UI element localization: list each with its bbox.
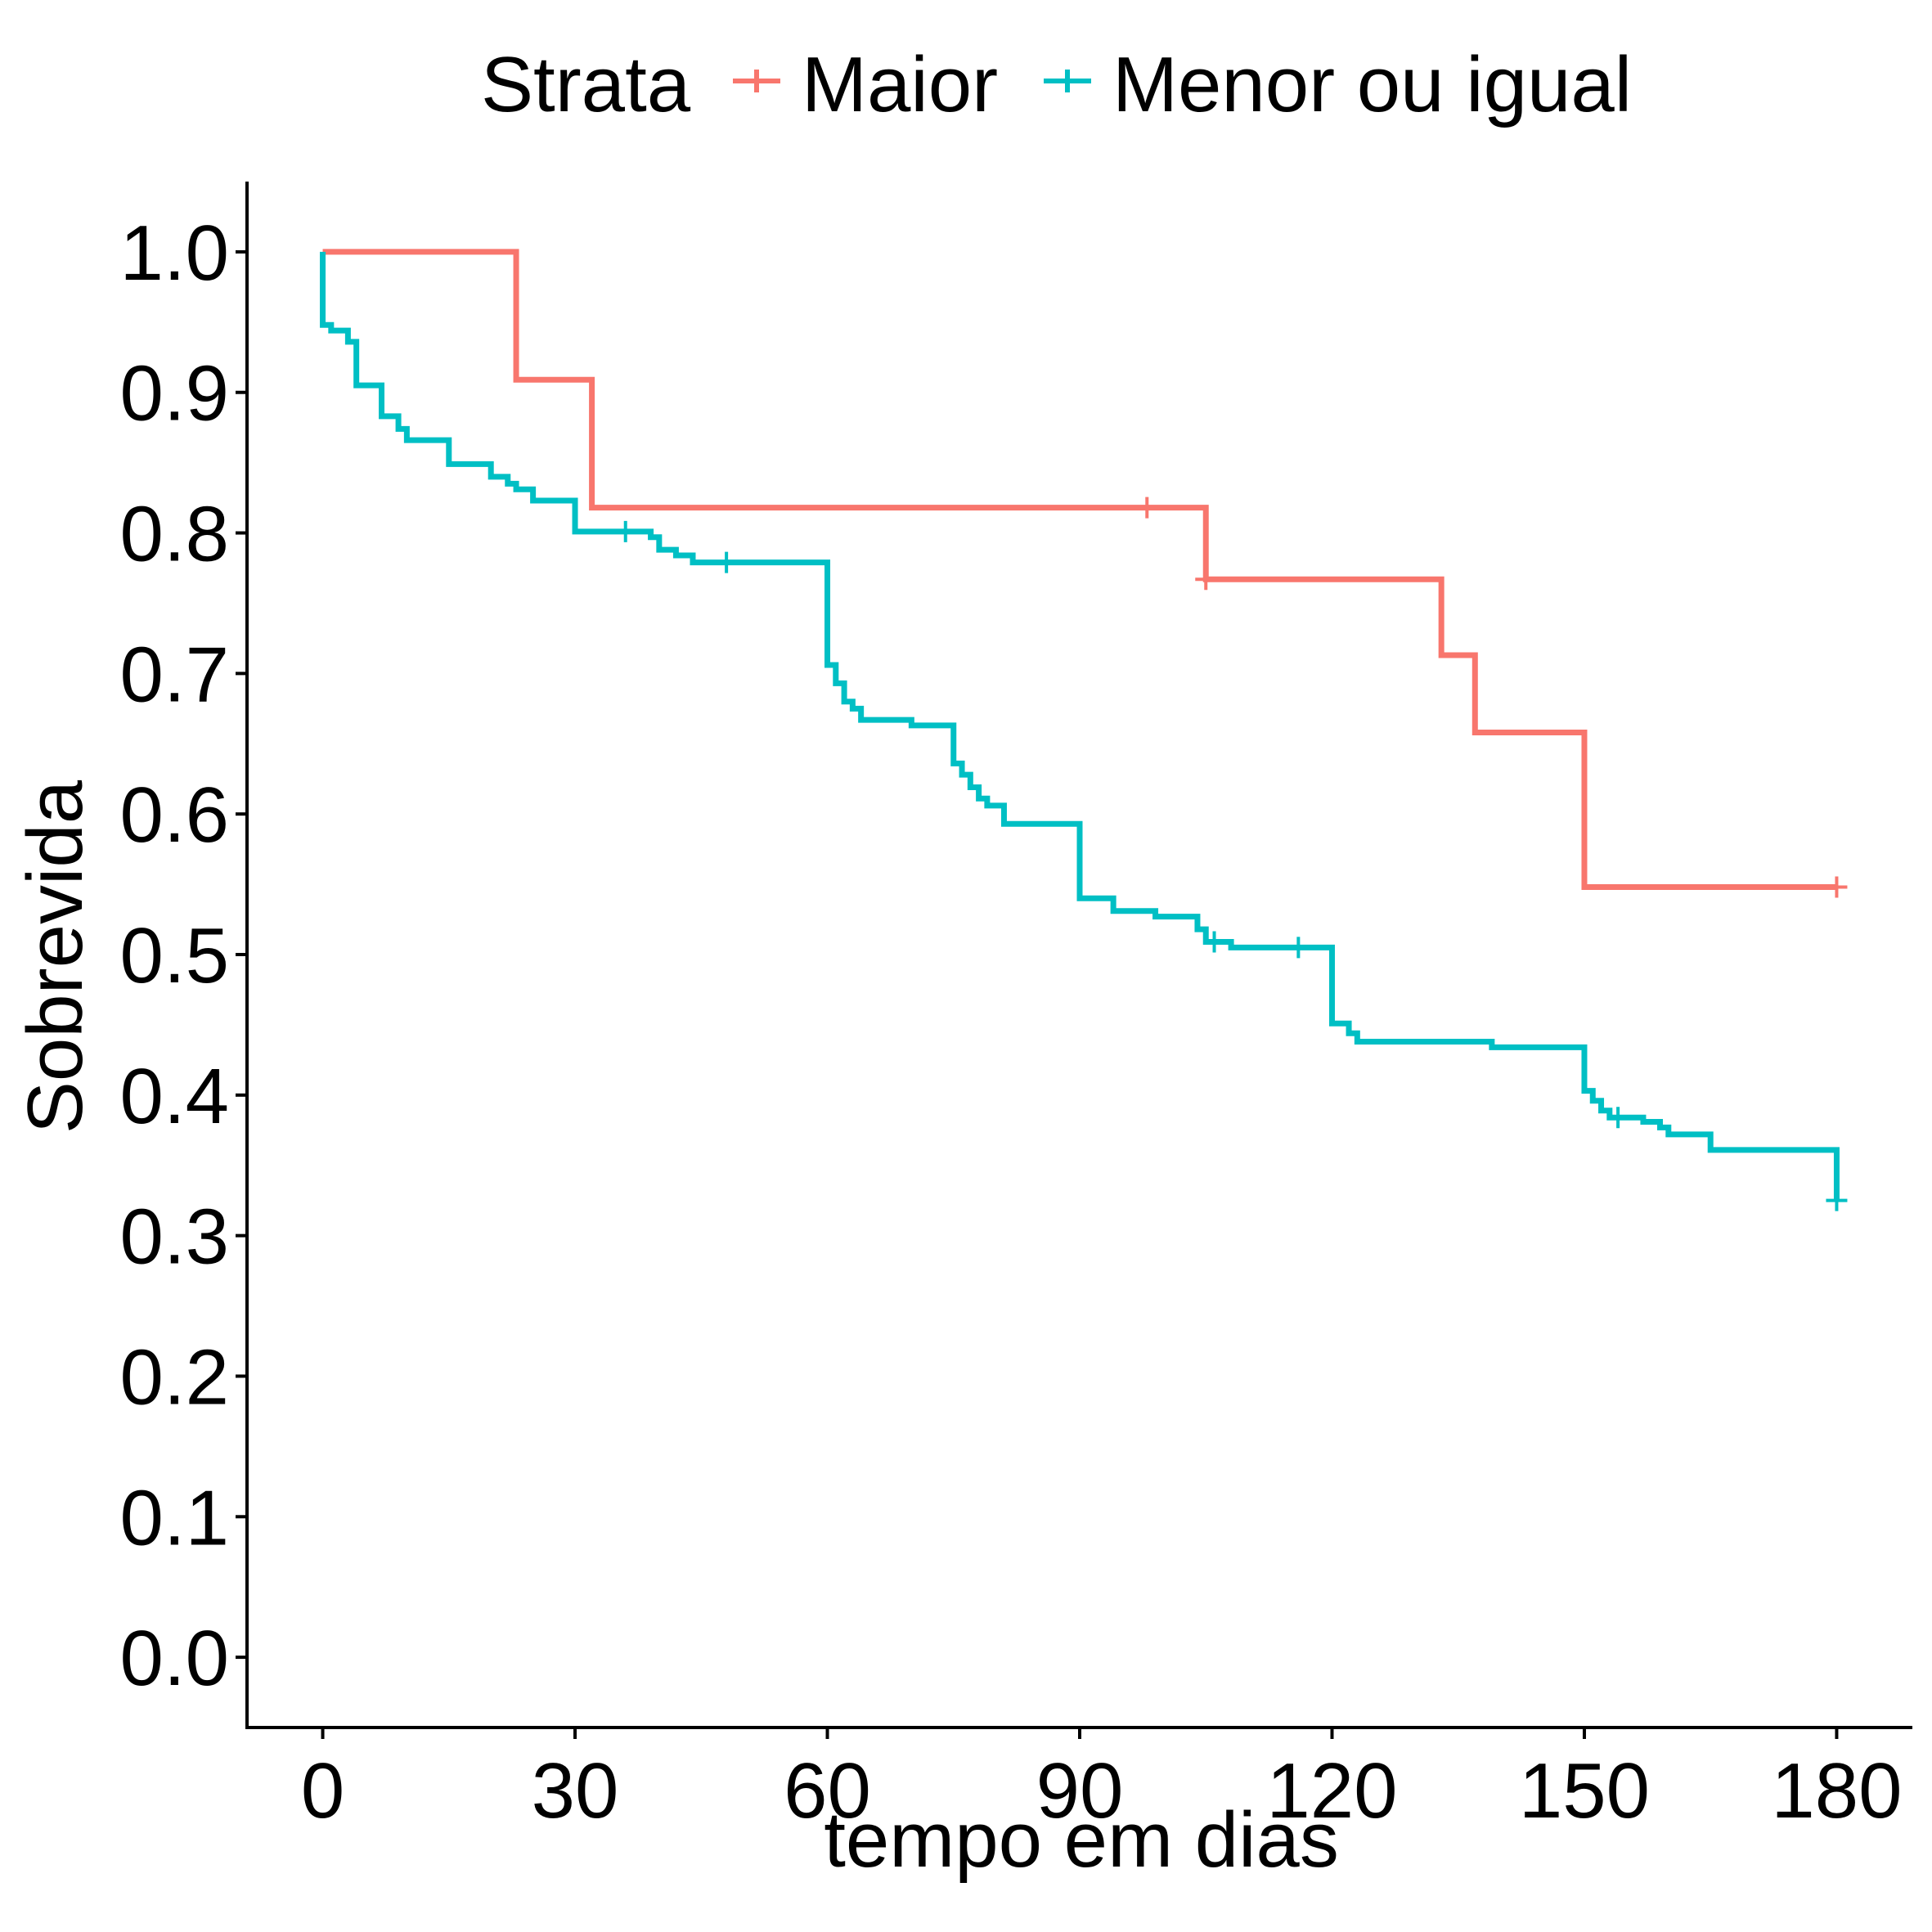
x-tick-label: 0	[301, 1747, 344, 1835]
y-tick-label: 0.7	[120, 631, 229, 718]
legend-label-menor-ou-igual: Menor ou igual	[1112, 41, 1632, 128]
x-ticks: 0 30 60 90 120 150 180	[301, 1728, 1903, 1835]
series-layer	[320, 249, 1848, 1211]
censor-mark	[1826, 876, 1848, 898]
series-line-menor-ou-igual	[320, 251, 1840, 1201]
y-tick-label: 0.6	[120, 771, 229, 859]
legend: Strata Maior Menor ou igual	[481, 41, 1632, 128]
y-tick-label: 0.3	[120, 1193, 229, 1281]
legend-title: Strata	[481, 41, 691, 128]
censor-mark	[1136, 496, 1158, 519]
x-tick-label: 120	[1266, 1747, 1397, 1835]
x-tick-label: 90	[1036, 1747, 1124, 1835]
censor-mark	[1826, 1189, 1848, 1211]
y-tick-label: 1.0	[120, 209, 229, 297]
y-tick-label: 0.8	[120, 491, 229, 578]
x-tick-label: 60	[784, 1747, 871, 1835]
y-tick-label: 0.2	[120, 1333, 229, 1421]
legend-label-maior: Maior	[802, 41, 998, 128]
x-tick-label: 30	[532, 1747, 619, 1835]
censor-mark	[1607, 1107, 1629, 1129]
axes: 0.0 0.1 0.2 0.3 0.4 0.5 0.6 0.7 0.8 0.9 1.0 0 30 60 9…	[120, 182, 1912, 1835]
y-axis-label: Sobrevida	[11, 780, 99, 1134]
y-ticks: 0.0 0.1 0.2 0.3 0.4 0.5 0.6 0.7 0.8 0.9 1.0	[120, 209, 247, 1702]
y-tick-label: 0.9	[120, 350, 229, 438]
censor-mark	[614, 520, 636, 542]
series-line-maior	[322, 249, 1837, 891]
censor-mark	[1287, 937, 1310, 959]
legend-key-menor-ou-igual	[1044, 70, 1091, 92]
y-tick-label: 0.5	[120, 912, 229, 1000]
censor-mark	[1195, 568, 1217, 591]
y-tick-label: 0.0	[120, 1615, 229, 1702]
censor-mark	[716, 551, 738, 573]
legend-items: Maior Menor ou igual	[733, 41, 1632, 128]
x-tick-label: 180	[1771, 1747, 1902, 1835]
y-tick-label: 0.1	[120, 1474, 229, 1561]
x-tick-label: 150	[1519, 1747, 1650, 1835]
x-axis-label: tempo em dias	[824, 1796, 1339, 1884]
censor-mark	[1203, 931, 1225, 953]
legend-key-maior	[733, 70, 780, 92]
y-tick-label: 0.4	[120, 1053, 229, 1140]
